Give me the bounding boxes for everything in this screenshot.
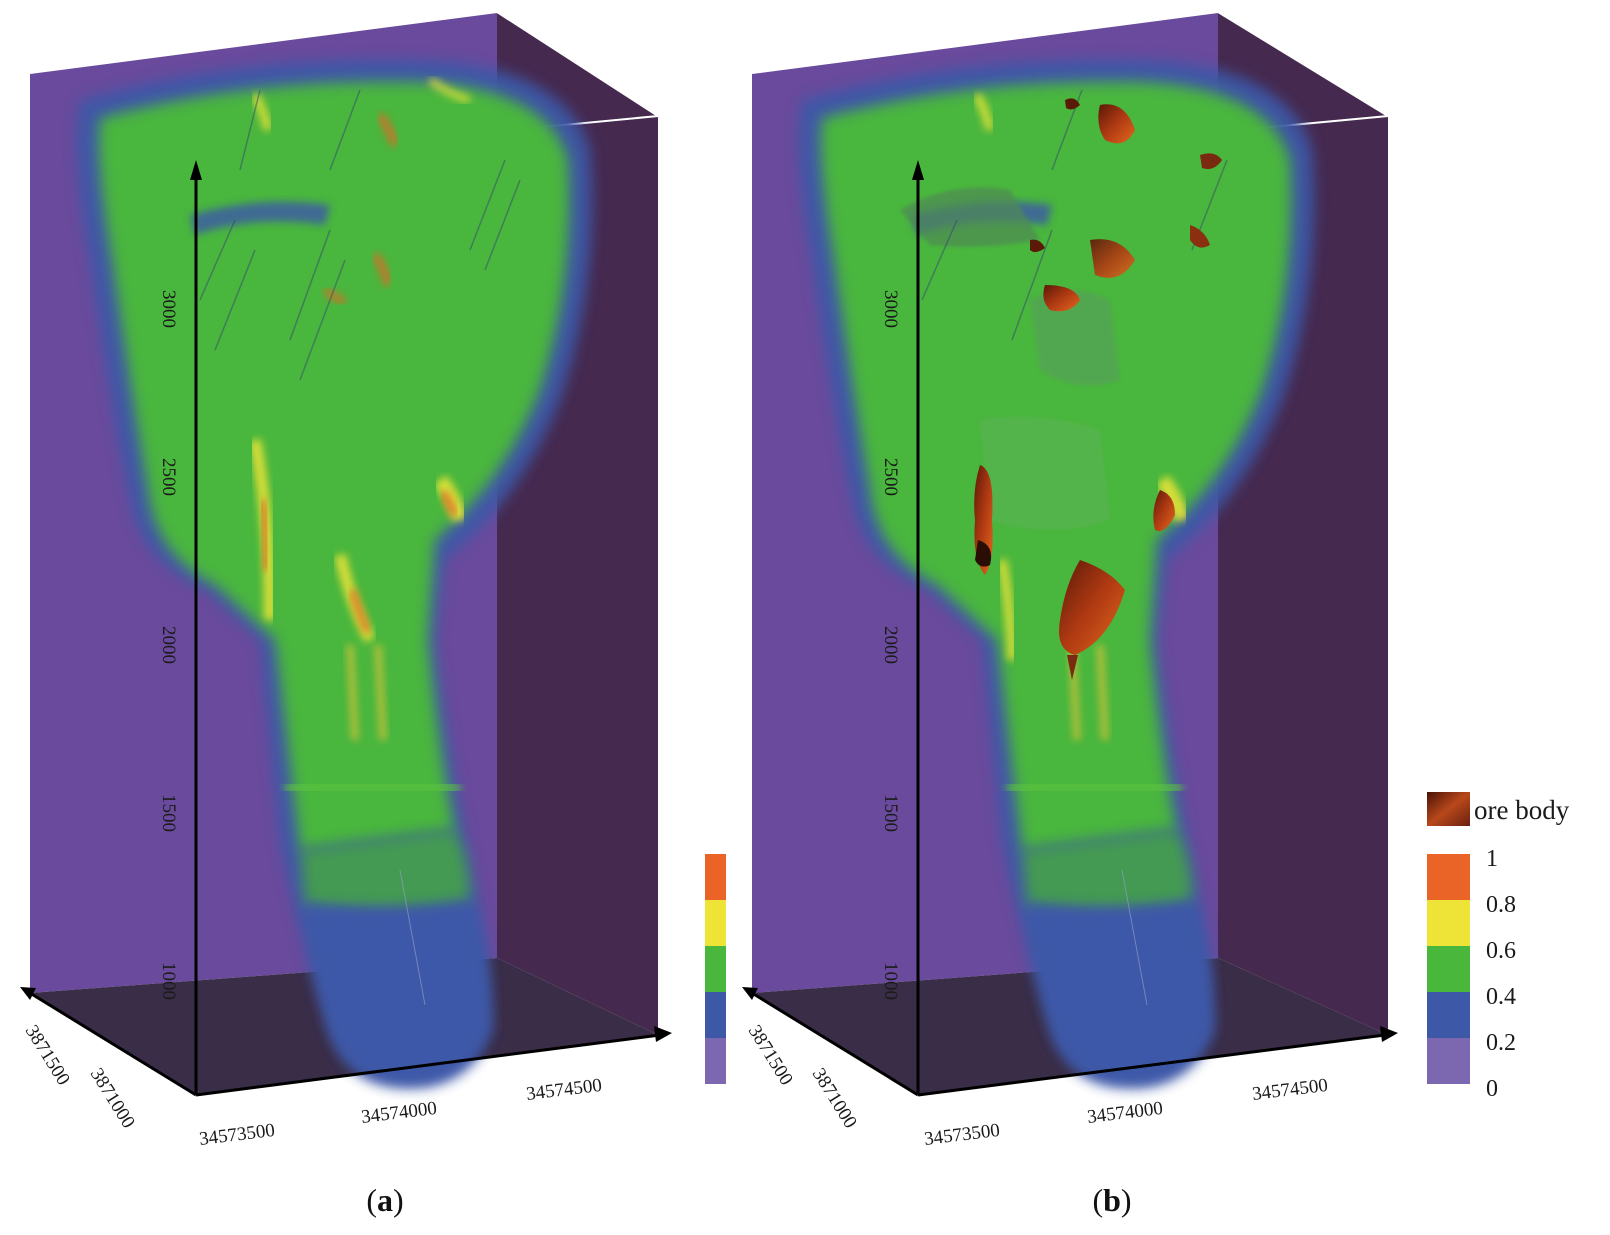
x-axis: [195, 1033, 661, 1097]
panel-a: 3000 2500 2000 1500 1000 34573500 345740…: [20, 10, 726, 1150]
colorbar-band: [705, 854, 726, 900]
z-tick-label: 2500: [880, 458, 901, 496]
ore-body: [1067, 655, 1078, 680]
colorbar-band: [1427, 1038, 1470, 1084]
ore-body: [1090, 239, 1135, 278]
x-tick-label: 34573500: [923, 1120, 1001, 1150]
colorbar-band: [1427, 946, 1470, 992]
colorbar-band: [705, 1038, 726, 1084]
y-tick-label: 3871000: [86, 1065, 139, 1133]
y-axis: [751, 991, 919, 1097]
colorbar: [1427, 854, 1470, 1084]
x-tick-label: 34574500: [1251, 1075, 1329, 1105]
ore-body: [1065, 98, 1080, 110]
z-tick-label: 2500: [158, 458, 179, 496]
probability-body: [798, 59, 1314, 1086]
colorbar-label: 0.4: [1486, 984, 1516, 1010]
y-axis-arrow: [742, 987, 758, 1000]
colorbar-band: [705, 946, 726, 992]
y-tick-label: 3871500: [21, 1022, 74, 1090]
colorbar-band: [705, 900, 726, 946]
probability-body: [76, 59, 592, 1086]
legend: ore body 1 0.8 0.6 0.4 0.2 0: [1427, 792, 1570, 1102]
ore-bodies: [974, 98, 1222, 680]
x-tick-label: 34574000: [1086, 1098, 1164, 1128]
ore-body: [1098, 104, 1135, 144]
z-tick-labels: 3000 2500 2000 1500 1000: [158, 290, 179, 1000]
z-tick-label: 1000: [158, 962, 179, 1000]
y-tick-label: 3871500: [744, 1022, 797, 1090]
colorbar-label: 1: [1486, 846, 1498, 872]
z-tick-label: 3000: [158, 290, 179, 328]
caption-close: ): [393, 1182, 404, 1218]
colorbar-label: 0.6: [1486, 938, 1516, 964]
z-axis-arrow: [912, 160, 924, 180]
panel-b: 3000 2500 2000 1500 1000 34573500 345740…: [742, 10, 1398, 1150]
caption-letter: b: [1103, 1182, 1121, 1218]
ore-body: [1030, 239, 1045, 253]
colorbar-labels: 1 0.8 0.6 0.4 0.2 0: [1486, 846, 1516, 1102]
colorbar-label: 0.2: [1486, 1030, 1516, 1056]
ore-body-swatch: [1427, 792, 1470, 826]
z-tick-labels: 3000 2500 2000 1500 1000: [880, 290, 901, 1000]
colorbar-small: [705, 854, 726, 1084]
ore-body: [1043, 285, 1080, 312]
y-axis: [29, 991, 197, 1097]
z-tick-label: 3000: [880, 290, 901, 328]
ore-body: [1190, 225, 1210, 248]
caption-letter: a: [377, 1182, 393, 1218]
colorbar-band: [1427, 854, 1470, 900]
colorbar-band: [1427, 900, 1470, 946]
caption-a: (a): [325, 1182, 445, 1219]
colorbar-label: 0.8: [1486, 892, 1516, 918]
ore-body: [1153, 490, 1175, 531]
z-tick-label: 1500: [158, 794, 179, 832]
caption-b: (b): [1052, 1182, 1172, 1219]
colorbar-band: [705, 992, 726, 1038]
z-tick-label: 1000: [880, 962, 901, 1000]
caption-open: (: [366, 1182, 377, 1218]
y-axis-arrow: [20, 987, 36, 1000]
z-tick-label: 1500: [880, 794, 901, 832]
ore-body: [975, 540, 992, 567]
ore-body-label: ore body: [1474, 795, 1570, 825]
z-tick-label: 2000: [158, 626, 179, 664]
z-tick-label: 2000: [880, 626, 901, 664]
caption-open: (: [1092, 1182, 1104, 1218]
caption-close: ): [1120, 1182, 1132, 1218]
x-tick-label: 34573500: [198, 1120, 276, 1150]
ore-body: [1200, 153, 1222, 169]
x-axis: [917, 1033, 1386, 1097]
colorbar-band: [1427, 992, 1470, 1038]
colorbar-label: 0: [1486, 1076, 1498, 1102]
x-tick-label: 34574500: [525, 1075, 603, 1105]
x-axis-arrow: [1380, 1026, 1398, 1042]
z-axis-arrow: [190, 160, 202, 180]
x-axis-arrow: [654, 1026, 672, 1042]
x-tick-labels: 34573500 34574000 34574500: [923, 1075, 1329, 1150]
ore-body: [1059, 560, 1125, 655]
y-tick-label: 3871000: [808, 1065, 861, 1133]
x-tick-label: 34574000: [360, 1098, 438, 1128]
